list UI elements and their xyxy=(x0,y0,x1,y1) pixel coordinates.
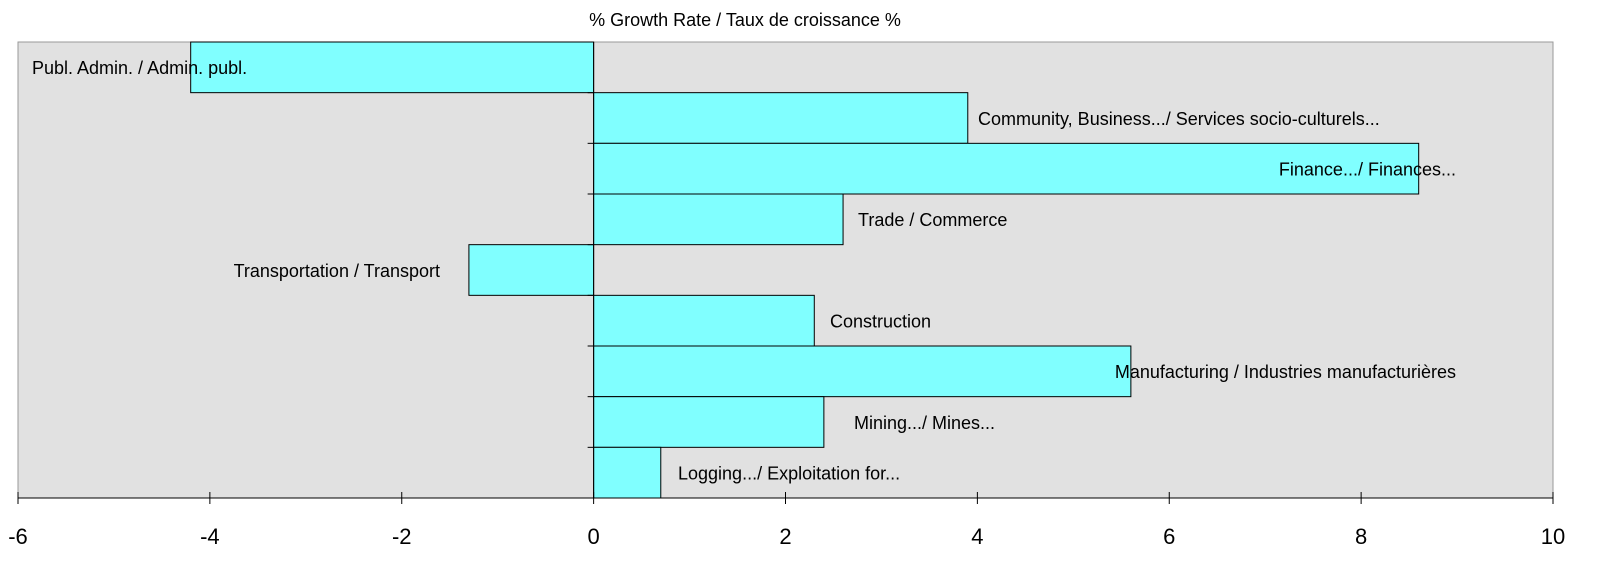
bar-label: Mining.../ Mines... xyxy=(854,413,995,433)
chart-title: % Growth Rate / Taux de croissance % xyxy=(589,10,901,30)
x-tick-label: -6 xyxy=(8,524,28,549)
x-tick-label: -4 xyxy=(200,524,220,549)
bar xyxy=(593,345,1132,398)
bar xyxy=(593,396,825,448)
bar-label: Construction xyxy=(830,311,931,331)
bar xyxy=(593,92,969,144)
bar xyxy=(593,193,844,246)
bar xyxy=(468,244,595,296)
x-tick-label: 10 xyxy=(1541,524,1565,549)
bar-label: Community, Business.../ Services socio-c… xyxy=(978,109,1380,129)
x-tick-label: 0 xyxy=(588,524,600,549)
x-tick-label: 2 xyxy=(779,524,791,549)
x-tick-label: 6 xyxy=(1163,524,1175,549)
bar xyxy=(593,294,815,347)
bar xyxy=(593,142,1420,195)
bar xyxy=(190,41,595,94)
bar-label: Logging.../ Exploitation for... xyxy=(678,463,900,483)
x-tick-label: 4 xyxy=(971,524,983,549)
bar-label: Finance.../ Finances... xyxy=(1279,159,1456,179)
x-tick-label: 8 xyxy=(1355,524,1367,549)
bar-label: Transportation / Transport xyxy=(234,261,440,281)
bar-label: Publ. Admin. / Admin. publ. xyxy=(32,58,247,78)
bar-label: Manufacturing / Industries manufacturièr… xyxy=(1115,362,1456,382)
bar xyxy=(593,446,662,499)
x-tick-label: -2 xyxy=(392,524,412,549)
bar-label: Trade / Commerce xyxy=(858,210,1007,230)
